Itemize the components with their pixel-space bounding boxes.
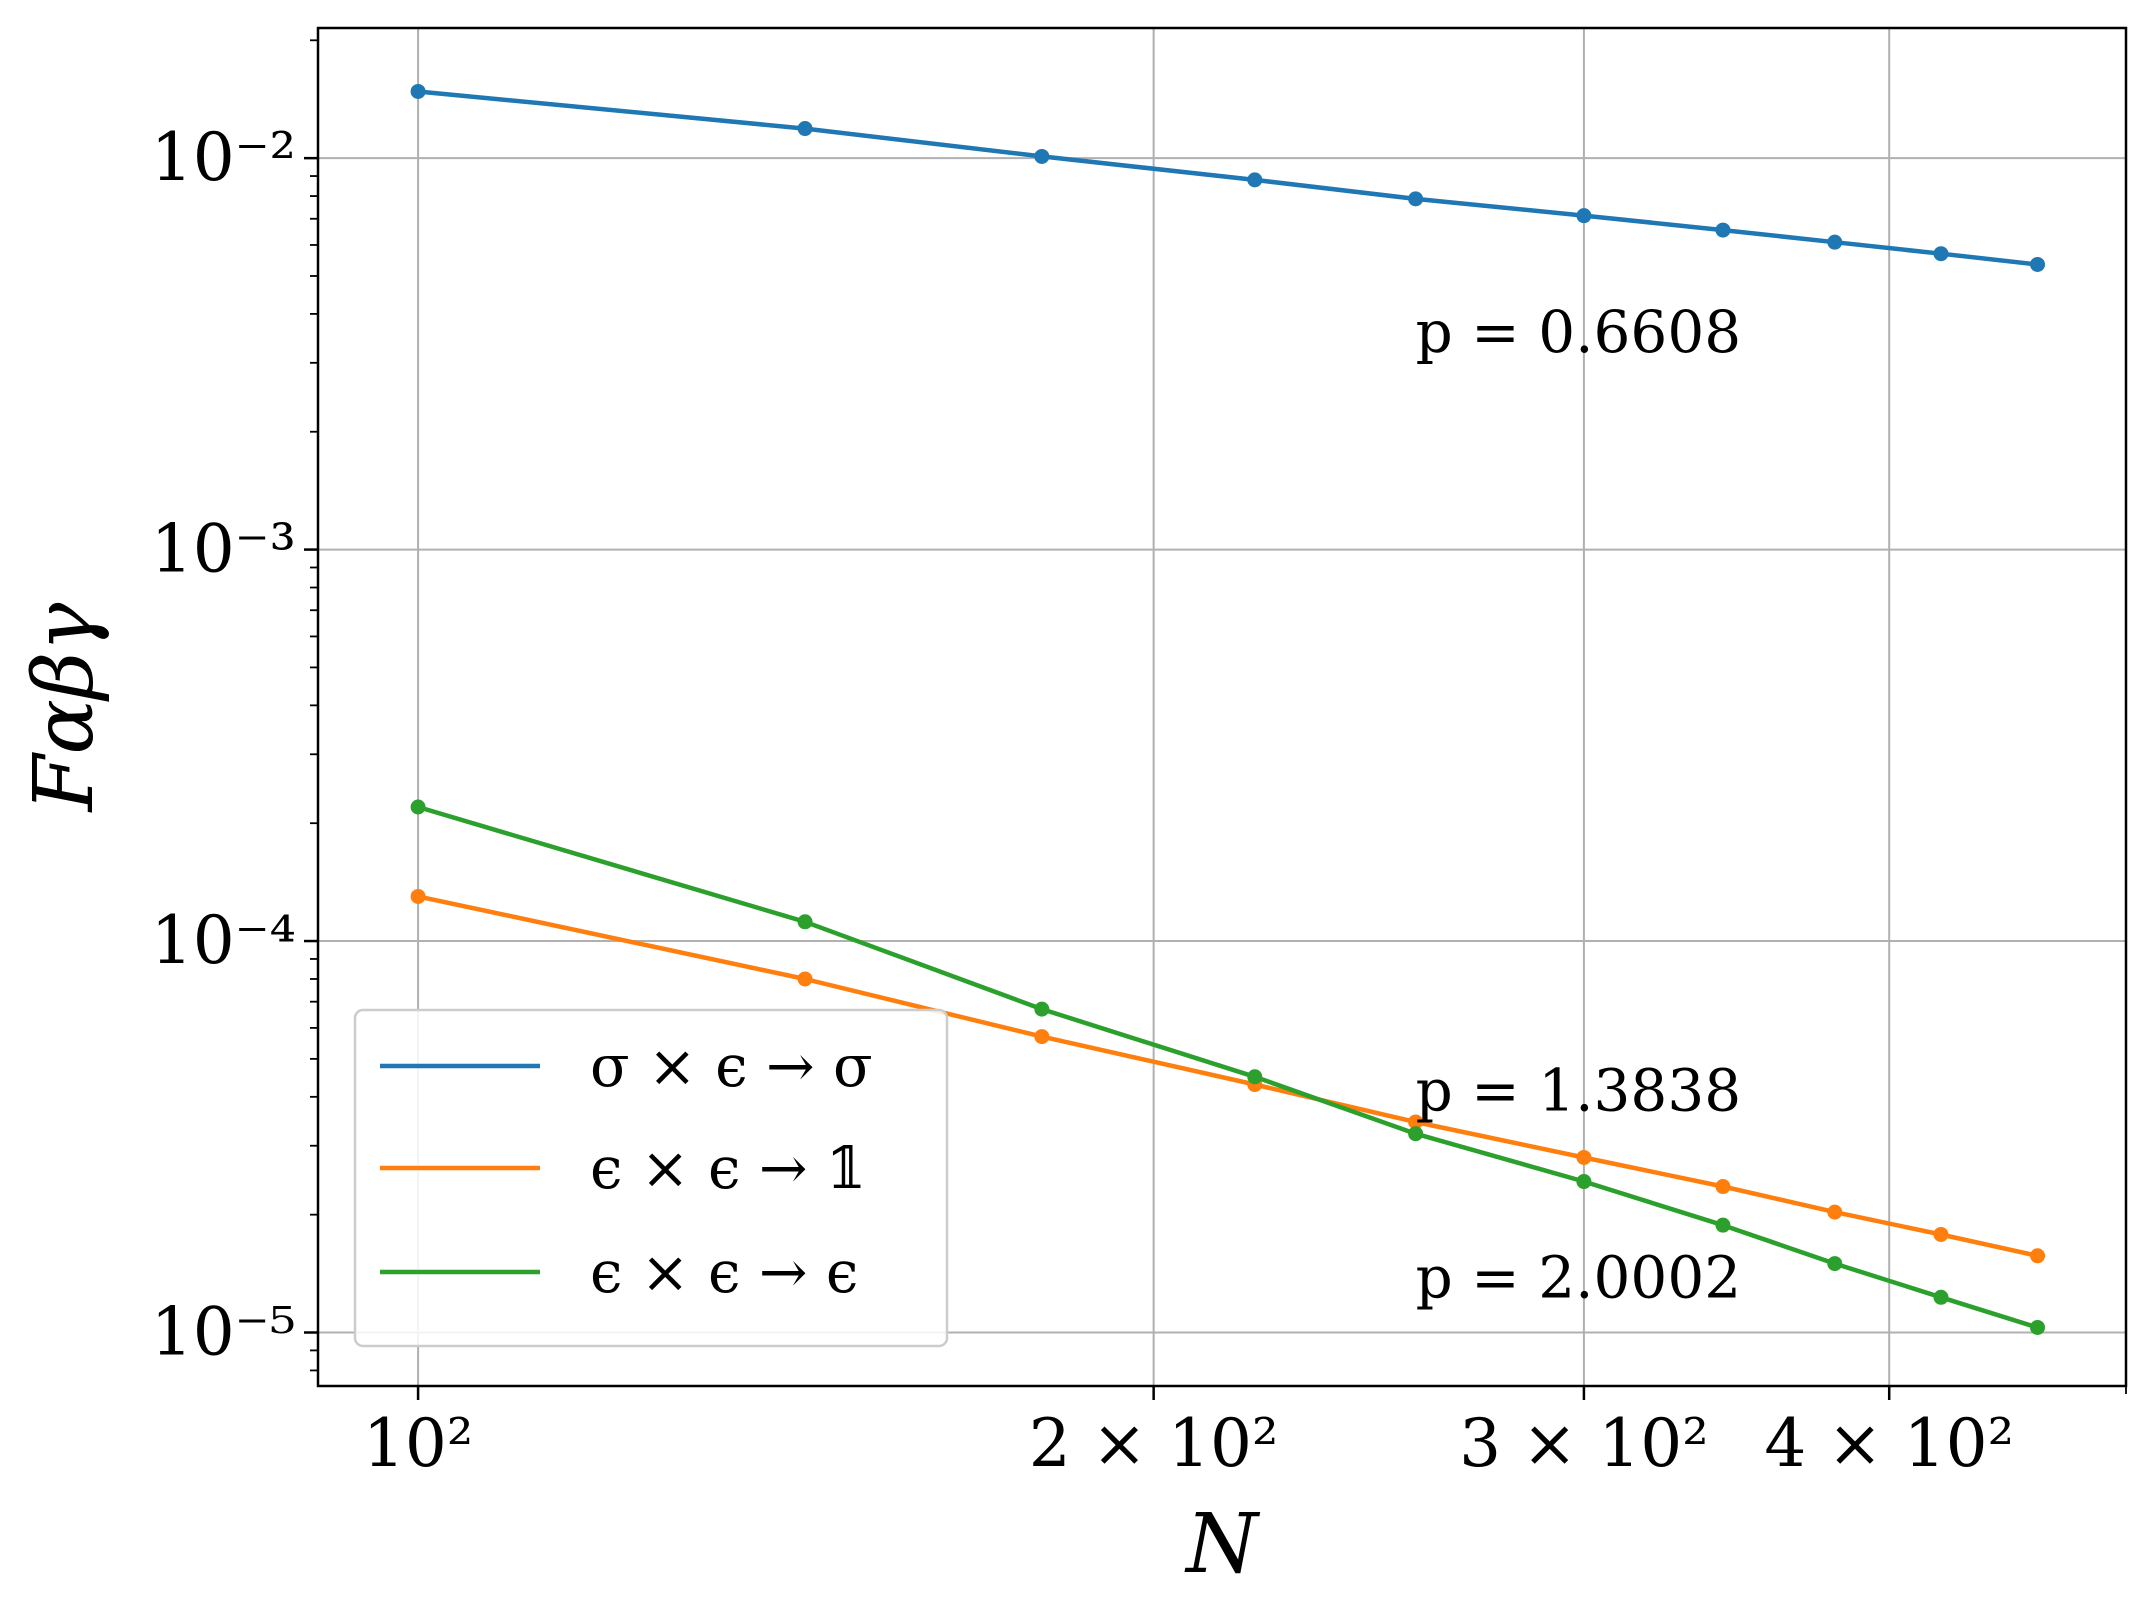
data-point-series-0	[797, 121, 813, 137]
series-layer	[410, 83, 2046, 1335]
data-point-series-2	[1247, 1069, 1263, 1085]
data-point-series-1	[1933, 1226, 1949, 1242]
data-point-series-0	[1408, 191, 1424, 207]
data-point-series-2	[1827, 1256, 1843, 1272]
legend-label-2: ϵ × ϵ → ϵ	[590, 1238, 858, 1306]
y-tick-label: 10⁻⁴	[151, 902, 296, 979]
data-point-series-1	[1034, 1029, 1050, 1045]
data-point-series-2	[1933, 1289, 1949, 1305]
data-point-series-1	[2030, 1248, 2046, 1264]
axis-ticks: 10² 2 × 10² 3 × 10² 4 × 10² 10⁻⁵ 10⁻⁴ 10⁻³ 10⁻²	[151, 39, 2127, 1482]
x-tick-label: 3 × 10²	[1459, 1405, 1709, 1482]
legend-label-0: σ × ϵ → σ	[590, 1032, 873, 1100]
y-tick-label: 10⁻²	[151, 119, 296, 196]
x-tick-label: 10²	[363, 1405, 473, 1482]
data-point-series-2	[1034, 1001, 1050, 1017]
data-point-series-2	[797, 914, 813, 930]
data-point-series-1	[1408, 1114, 1424, 1130]
data-point-series-1	[410, 888, 426, 904]
data-point-series-2	[1576, 1174, 1592, 1190]
data-point-series-0	[1247, 172, 1263, 188]
annotations: p = 0.6608 p = 1.3838 p = 2.0002	[1416, 298, 1742, 1312]
plot-frame	[316, 26, 2128, 1388]
series-line-0	[417, 89, 2038, 267]
series-line-1	[417, 894, 2038, 1258]
data-point-series-0	[1827, 234, 1843, 250]
data-point-series-0	[2030, 256, 2046, 272]
legend: σ × ϵ → σ ϵ × ϵ → 𝟙 ϵ × ϵ → ϵ	[353, 1008, 949, 1348]
data-point-series-2	[2030, 1319, 2046, 1335]
x-tick-label: 4 × 10²	[1764, 1405, 2014, 1482]
series-line-2	[417, 804, 2039, 1330]
y-tick-label: 10⁻⁵	[151, 1293, 296, 1370]
data-point-series-1	[1715, 1179, 1731, 1195]
data-point-series-2	[1715, 1217, 1731, 1233]
data-point-series-2	[1408, 1126, 1424, 1142]
legend-box	[353, 1008, 949, 1348]
data-point-series-0	[410, 83, 426, 99]
legend-label-1: ϵ × ϵ → 𝟙	[590, 1134, 866, 1202]
data-point-series-0	[1715, 222, 1731, 238]
data-point-series-0	[1576, 208, 1592, 224]
fit-exponent-annotation: p = 0.6608	[1416, 298, 1742, 366]
fit-exponent-annotation: p = 1.3838	[1416, 1057, 1742, 1125]
fit-exponent-annotation: p = 2.0002	[1416, 1244, 1742, 1312]
data-point-series-1	[797, 971, 813, 987]
data-point-series-0	[1034, 148, 1050, 164]
data-point-series-0	[1933, 246, 1949, 262]
x-axis-label: N	[1184, 1497, 1261, 1592]
legend-items: σ × ϵ → σ ϵ × ϵ → 𝟙 ϵ × ϵ → ϵ	[380, 1032, 873, 1306]
data-point-series-1	[1576, 1149, 1592, 1165]
x-tick-label: 2 × 10²	[1029, 1405, 1279, 1482]
data-point-series-1	[1827, 1204, 1843, 1220]
y-tick-label: 10⁻³	[151, 511, 296, 588]
y-axis-label: Fαβγ	[17, 602, 112, 814]
data-point-series-2	[410, 799, 426, 815]
